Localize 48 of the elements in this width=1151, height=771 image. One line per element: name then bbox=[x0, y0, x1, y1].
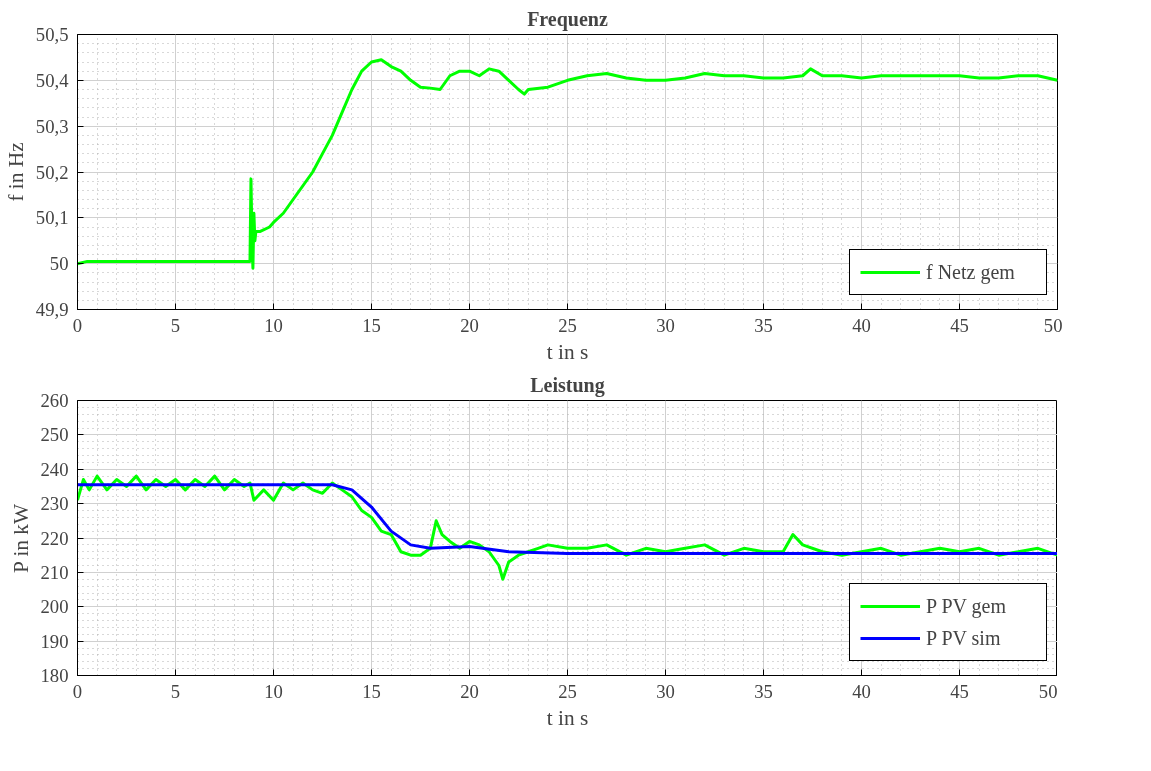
x-tick-label: 50 bbox=[1043, 314, 1063, 336]
x-tick-label: 5 bbox=[170, 314, 181, 336]
x-tick-label: 15 bbox=[362, 680, 381, 702]
x-tick-label: 40 bbox=[852, 314, 871, 336]
chart-title: Frequenz bbox=[527, 7, 608, 31]
y-tick-label: 220 bbox=[40, 527, 69, 549]
x-axis-title: t in s bbox=[546, 705, 589, 730]
y-tick-label: 50,1 bbox=[35, 207, 69, 229]
x-tick-label: 10 bbox=[264, 680, 283, 702]
y-tick-label: 200 bbox=[40, 596, 69, 618]
x-tick-label: 35 bbox=[754, 314, 773, 336]
y-tick-label: 190 bbox=[40, 630, 69, 652]
y-axis-title: f in Hz bbox=[3, 142, 28, 202]
y-tick-label: 50 bbox=[49, 253, 69, 275]
chart-title: Leistung bbox=[530, 373, 605, 397]
y-tick-label: 240 bbox=[40, 458, 69, 480]
x-tick-label: 20 bbox=[460, 680, 479, 702]
legend-label: f Netz gem bbox=[926, 260, 1016, 284]
legend-label: P PV gem bbox=[926, 594, 1008, 618]
y-tick-label: 260 bbox=[40, 390, 69, 411]
x-tick-label: 30 bbox=[656, 314, 675, 336]
y-axis-title: P in kW bbox=[8, 502, 33, 573]
x-tick-label: 15 bbox=[362, 314, 381, 336]
y-tick-label: 180 bbox=[40, 665, 69, 686]
x-tick-label: 50 bbox=[1038, 680, 1058, 702]
y-tick-label: 250 bbox=[40, 424, 69, 446]
x-tick-label: 30 bbox=[656, 680, 675, 702]
y-tick-label: 50,5 bbox=[35, 24, 69, 45]
x-tick-label: 10 bbox=[264, 314, 283, 336]
y-tick-label: 210 bbox=[40, 561, 69, 583]
y-tick-label: 50,2 bbox=[35, 161, 69, 183]
line-series bbox=[77, 483, 1057, 555]
legend-label: P PV sim bbox=[926, 626, 1002, 650]
x-tick-label: 20 bbox=[460, 314, 479, 336]
y-tick-label: 230 bbox=[40, 493, 69, 515]
x-tick-label: 5 bbox=[170, 680, 181, 702]
y-tick-label: 49,9 bbox=[35, 299, 69, 320]
x-tick-label: 35 bbox=[754, 680, 773, 702]
x-tick-label: 40 bbox=[852, 680, 871, 702]
x-tick-label: 25 bbox=[558, 680, 577, 702]
x-tick-label: 45 bbox=[950, 680, 969, 702]
y-tick-label: 50,4 bbox=[35, 69, 70, 91]
x-tick-label: 0 bbox=[72, 314, 83, 336]
x-tick-label: 25 bbox=[558, 314, 577, 336]
y-tick-label: 50,3 bbox=[35, 115, 69, 137]
x-tick-label: 45 bbox=[950, 314, 969, 336]
x-tick-label: 0 bbox=[72, 680, 83, 702]
x-axis-title: t in s bbox=[546, 339, 589, 364]
